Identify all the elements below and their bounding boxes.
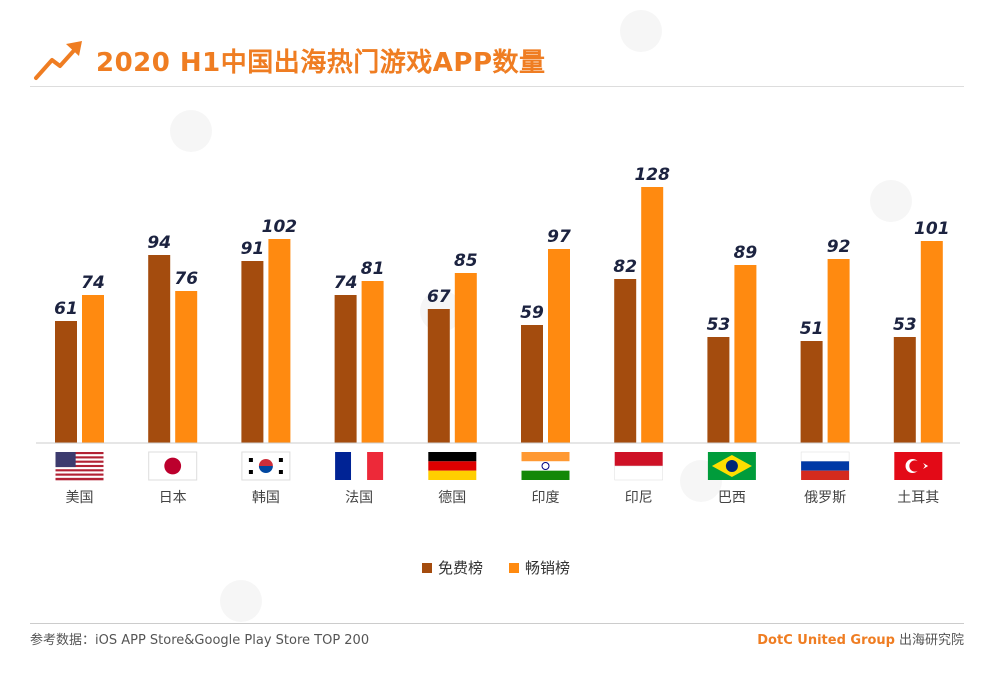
value-label: 128 (634, 165, 670, 185)
flag-india-icon (521, 452, 570, 480)
bars-group (55, 187, 943, 443)
x-tick-label: 巴西 (718, 490, 746, 506)
bar-grossing (827, 259, 850, 443)
x-tick-label: 德国 (438, 490, 466, 506)
flag-japan-icon (148, 451, 198, 481)
bar-free (521, 325, 543, 443)
legend-label-free: 免费榜 (437, 559, 483, 577)
value-label: 97 (547, 227, 571, 247)
x-tick-label: 日本 (159, 490, 187, 506)
title-divider (30, 86, 964, 87)
bar-free (334, 295, 357, 443)
brand-name: DotC United Group (757, 633, 895, 648)
value-label: 91 (241, 239, 265, 259)
x-tick-label: 法国 (345, 490, 373, 506)
title-row: 2020 H1中国出海热门游戏APP数量 (30, 38, 546, 82)
value-label: 82 (613, 257, 637, 277)
value-label: 76 (174, 269, 198, 289)
value-label: 74 (334, 273, 358, 293)
legend: 免费榜 畅销榜 (0, 557, 992, 578)
bar-free (707, 337, 730, 443)
x-labels-group: 美国 日本 韩国 法国 德国 印度 印尼 巴西 俄罗斯 土耳其 (66, 490, 940, 506)
watermark-logo (220, 580, 262, 622)
legend-label-grossing: 畅销榜 (525, 559, 571, 577)
flag-indonesia-icon (614, 452, 663, 481)
bar-grossing (548, 249, 570, 443)
bar-free (241, 261, 264, 443)
value-label: 85 (454, 251, 478, 271)
value-label: 74 (81, 273, 105, 293)
value-label: 59 (520, 303, 544, 323)
watermark-logo (870, 180, 912, 222)
flag-germany-icon (428, 452, 477, 480)
bar-grossing (175, 291, 198, 443)
bar-free (893, 337, 916, 443)
flag-turkey-icon (894, 452, 943, 480)
flag-france-icon (335, 452, 384, 480)
legend-swatch-free (421, 562, 432, 573)
value-label: 92 (827, 237, 851, 257)
legend-item-grossing: 畅销榜 (509, 557, 570, 578)
bar-free (427, 309, 450, 443)
value-label: 101 (914, 219, 950, 239)
source-note: 参考数据：iOS APP Store&Google Play Store TOP… (30, 633, 370, 648)
x-tick-label: 印尼 (625, 490, 653, 506)
value-label: 102 (262, 217, 298, 237)
bar-grossing (641, 187, 664, 443)
bar-grossing (734, 265, 757, 443)
value-label: 89 (734, 243, 758, 263)
bar-free (614, 279, 637, 443)
watermark-logo (170, 110, 212, 152)
x-tick-label: 韩国 (252, 490, 280, 506)
watermark-logo (620, 10, 662, 52)
flag-korea-icon (241, 451, 291, 481)
bar-free (55, 321, 77, 443)
bar-grossing (920, 241, 943, 443)
legend-item-free: 免费榜 (421, 557, 483, 578)
bar-grossing (82, 295, 104, 443)
bar-chart: 6174947691102748167855997821285389519253… (36, 165, 960, 506)
value-label: 53 (707, 315, 731, 335)
footer-divider (30, 623, 964, 624)
x-tick-label: 土耳其 (897, 490, 939, 506)
value-label: 61 (54, 299, 78, 319)
brand-suffix: 出海研究院 (898, 633, 964, 648)
value-label: 53 (893, 315, 917, 335)
value-label: 51 (800, 319, 824, 339)
flags-group (55, 451, 943, 481)
value-label: 81 (361, 259, 385, 279)
bar-grossing (268, 239, 291, 443)
x-tick-label: 美国 (66, 490, 94, 506)
legend-swatch-grossing (509, 562, 519, 573)
x-tick-label: 俄罗斯 (804, 490, 846, 506)
bar-free (800, 341, 823, 443)
flag-usa-icon (55, 452, 104, 481)
value-label: 67 (427, 287, 451, 307)
flag-russia-icon (800, 451, 850, 480)
bar-free (148, 255, 171, 443)
flag-brazil-icon (707, 452, 756, 480)
value-label: 94 (147, 233, 171, 253)
bar-grossing (454, 273, 477, 443)
x-tick-label: 印度 (532, 490, 560, 506)
page-title: 2020 H1中国出海热门游戏APP数量 (96, 47, 546, 78)
brand-credit: DotC United Group 出海研究院 (757, 629, 964, 648)
trend-arrow-icon (34, 41, 82, 80)
bar-grossing (361, 281, 384, 443)
value-labels-group: 6174947691102748167855997821285389519253… (54, 165, 949, 339)
